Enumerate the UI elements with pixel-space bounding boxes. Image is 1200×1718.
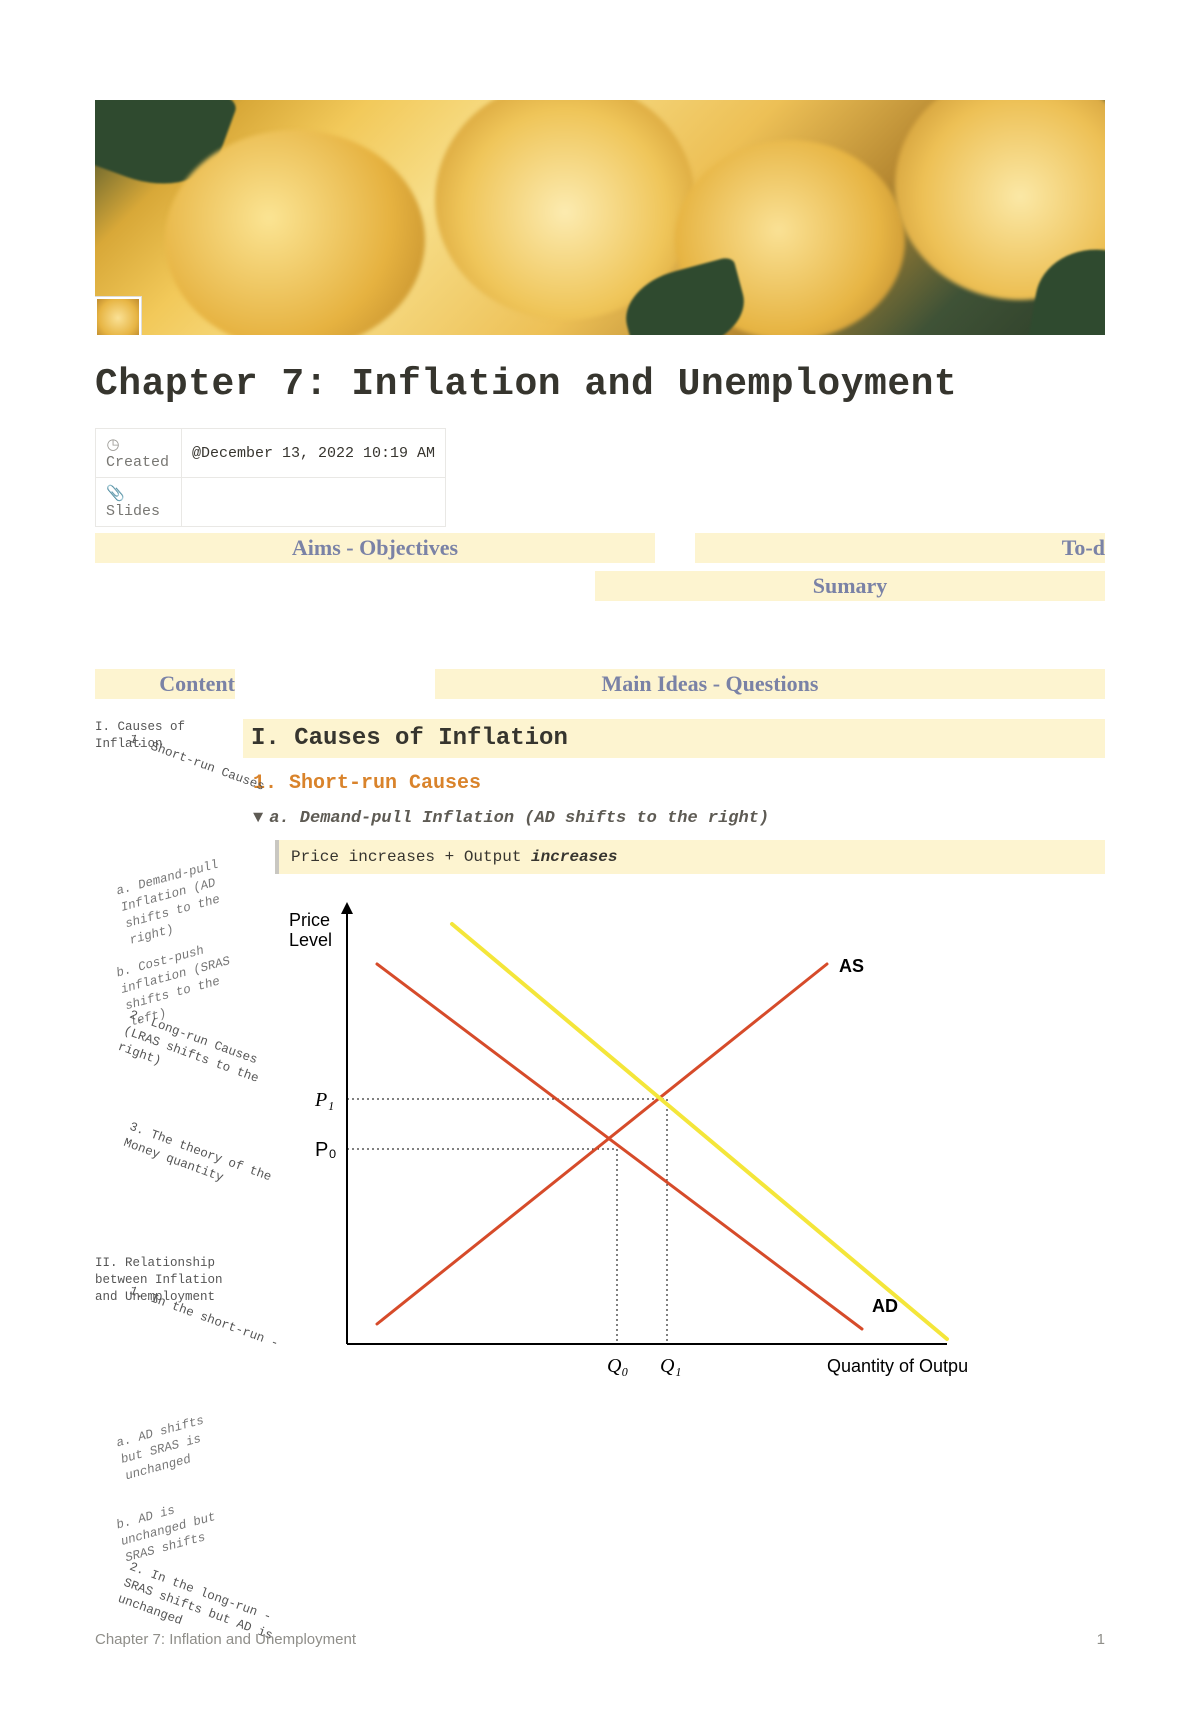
svg-text:Level: Level xyxy=(289,930,332,950)
footer-title: Chapter 7: Inflation and Unemployment xyxy=(95,1631,356,1648)
properties-table: ◷Created @December 13, 2022 10:19 AM 📎Sl… xyxy=(95,428,446,527)
heading-todo: To-d xyxy=(695,533,1105,563)
section-heading-3[interactable]: ▼a. Demand-pull Inflation (AD shifts to … xyxy=(253,809,1105,828)
page-title: Chapter 7: Inflation and Unemployment xyxy=(95,363,1105,406)
prop-slides-value xyxy=(182,478,446,527)
table-of-contents: I. Causes of Inflation1. Short-run Cause… xyxy=(95,719,225,1695)
svg-text:AD: AD xyxy=(872,1296,898,1316)
svg-text:Price: Price xyxy=(289,910,330,930)
svg-text:P₀: P₀ xyxy=(315,1139,337,1161)
svg-text:P₁: P₁ xyxy=(314,1089,334,1111)
callout-box: Price increases + Output increases xyxy=(275,840,1105,874)
svg-text:Quantity of Output: Quantity of Output xyxy=(827,1356,967,1376)
paperclip-icon: 📎 xyxy=(106,484,120,503)
prop-created-value: @December 13, 2022 10:19 AM xyxy=(182,429,446,478)
footer-page-number: 1 xyxy=(1097,1631,1105,1648)
heading-summary: Sumary xyxy=(595,571,1105,601)
as-ad-chart: PriceLevel Quantity of Output AS AD P₁ P₀ Q₀ Q₁ xyxy=(267,884,967,1394)
heading-main-ideas: Main Ideas - Questions xyxy=(435,669,985,699)
clock-icon: ◷ xyxy=(106,435,120,454)
prop-slides-label: 📎Slides xyxy=(96,478,182,527)
section-heading-1: I. Causes of Inflation xyxy=(243,719,1105,758)
page-emoji-icon xyxy=(95,297,141,335)
section-heading-2: 1. Short-run Causes xyxy=(253,772,1105,795)
svg-text:Q₁: Q₁ xyxy=(660,1355,681,1377)
prop-created-label: ◷Created xyxy=(96,429,182,478)
svg-text:AS: AS xyxy=(839,956,864,976)
svg-text:Q₀: Q₀ xyxy=(607,1355,628,1377)
heading-aims: Aims - Objectives xyxy=(95,533,655,563)
cover-image xyxy=(95,100,1105,335)
heading-content: Content xyxy=(95,669,235,699)
